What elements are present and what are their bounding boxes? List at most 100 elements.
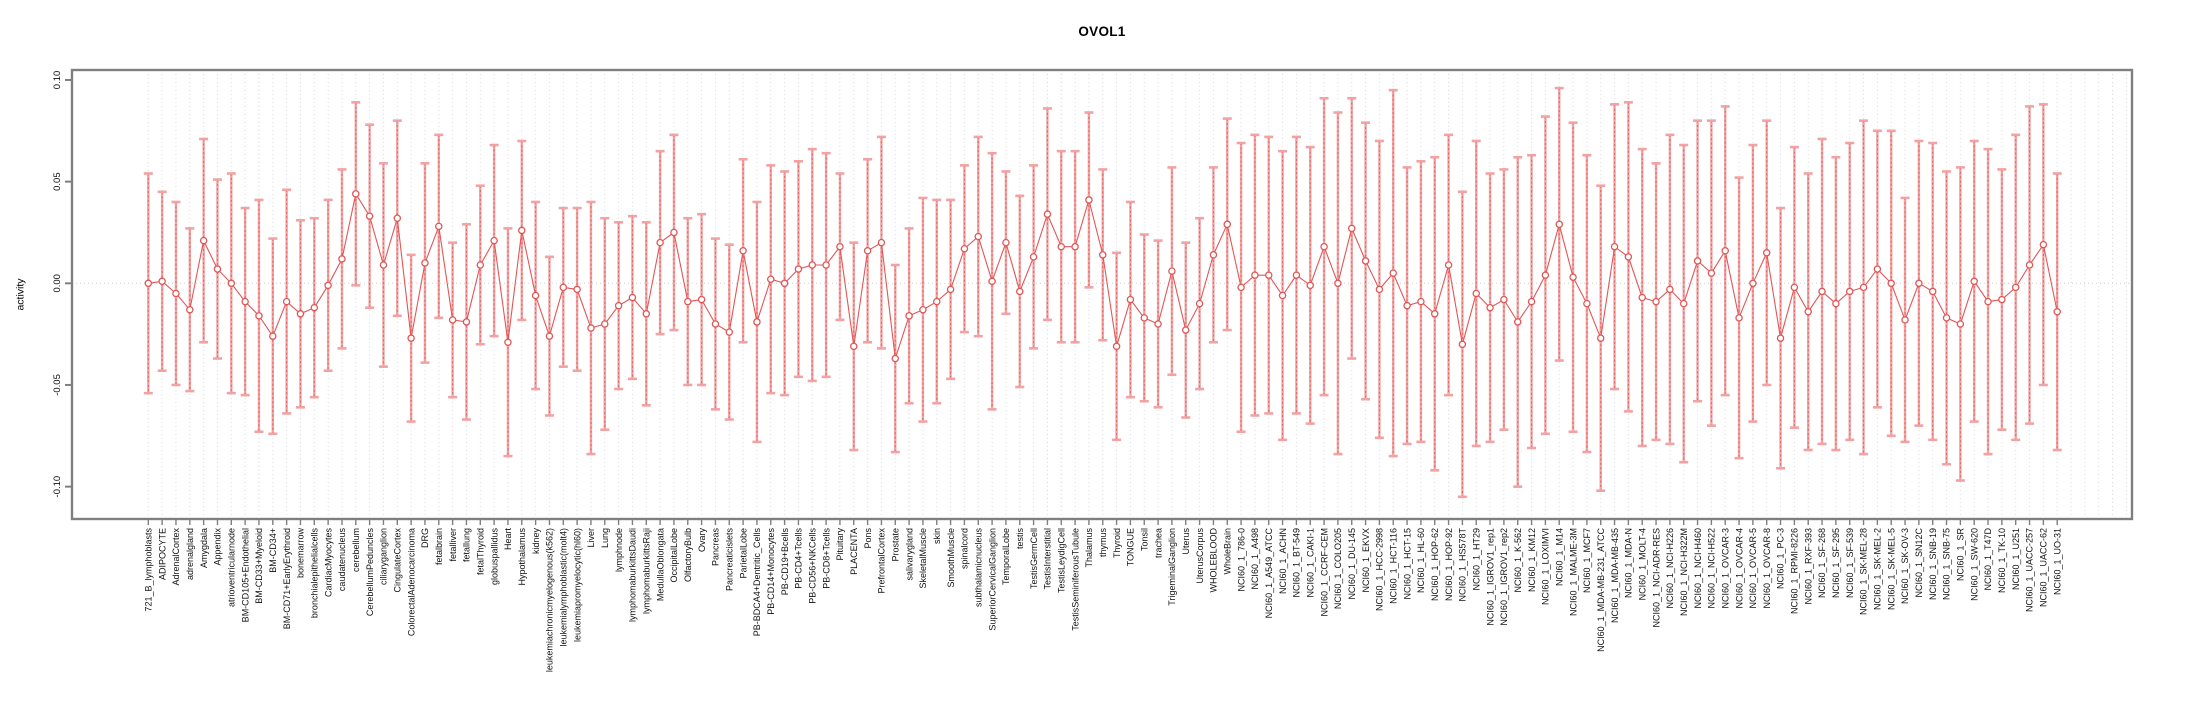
x-tick-label: TestisGermCell (1029, 528, 1039, 589)
data-point (365, 212, 374, 220)
x-tick-label: DRG (420, 528, 430, 548)
x-tick-label: NCI60_1_NCI-H522 (1707, 528, 1717, 609)
x-tick-label: NCI60_1_KM12 (1527, 528, 1537, 592)
x-tick-label: NCI60_1_NCI-H322M (1679, 528, 1689, 616)
x-tick-label: NCI60_1_IGROV1_rep2 (1499, 528, 1509, 626)
x-tick-label: NCI60_1_BT-549 (1292, 528, 1302, 598)
x-tick-label: TONGUE (1126, 528, 1136, 566)
data-point (1790, 283, 1799, 292)
x-tick-label: NCI60_1_RXF-393 (1803, 528, 1813, 605)
data-point (1195, 299, 1204, 308)
x-tick-label: NCI60_1_ACHN (1278, 528, 1288, 594)
data-point (462, 318, 471, 326)
data-point (531, 291, 540, 300)
data-point (1444, 261, 1453, 269)
data-point (1901, 316, 1909, 324)
x-tick-label: Uterus (1181, 528, 1191, 555)
data-point (1334, 279, 1342, 288)
x-tick-label: TestisInterstitial (1043, 528, 1053, 590)
data-point (1085, 196, 1093, 204)
data-point (822, 261, 830, 269)
x-tick-label: NCI60_1_SF-539 (1845, 528, 1855, 598)
x-tick-label: NCI60_1_NCI-ADR-RES (1651, 528, 1661, 628)
x-tick-label: NCI60_1_DU-145 (1347, 528, 1357, 600)
x-tick-label: TestisSeminiferousTubule (1070, 528, 1080, 631)
x-tick-label: caudatenucleus (337, 528, 347, 592)
x-tick-label: SkeletalMuscle (918, 528, 928, 589)
data-point (808, 261, 817, 269)
data-point (559, 283, 568, 292)
x-tick-label: NCI60_1_HOP-62 (1430, 528, 1440, 601)
data-point (767, 275, 775, 283)
x-tick-label: TrigeminalGanglion (1167, 528, 1177, 606)
data-point (158, 277, 166, 286)
x-tick-label: lymphomaburkittsDaudi (628, 528, 638, 622)
data-point (1223, 220, 1231, 229)
data-point (1652, 297, 1660, 306)
data-point (1389, 269, 1397, 277)
x-tick-label: lymphomaburkittsRaji (641, 528, 651, 614)
data-point (1361, 257, 1370, 265)
x-tick-label: Appendix (213, 528, 223, 566)
x-tick-label: NCI60_1_EKVX (1361, 528, 1371, 593)
x-tick-label: cerebellum (351, 528, 361, 572)
data-point (877, 238, 886, 247)
data-point (1251, 271, 1259, 279)
data-point (1126, 295, 1135, 304)
data-point (1430, 310, 1439, 318)
x-tick-label: NCI60_1_RPMI-8226 (1790, 528, 1800, 614)
x-tick-label: NCI60_1_MALME-3M (1568, 528, 1578, 616)
data-point (1264, 271, 1273, 279)
x-tick-label: Pancreas (711, 528, 721, 567)
x-tick-label: OccipitalLobe (669, 528, 679, 583)
data-point (711, 320, 720, 328)
data-point (573, 285, 581, 294)
x-tick-label: globuspallidus (489, 528, 499, 586)
x-tick-label: NCI60_1_NCI-H460 (1693, 528, 1703, 609)
x-tick-label: NCI60_1_IGROV1_rep1 (1485, 528, 1495, 626)
data-point (1057, 242, 1066, 251)
x-tick-label: CerebellumPeduncles (365, 528, 375, 617)
data-point (1832, 299, 1840, 308)
data-point (1099, 251, 1107, 259)
data-point (407, 334, 415, 342)
data-point (1845, 287, 1854, 296)
data-point (1638, 293, 1646, 302)
data-point (1873, 265, 1882, 273)
x-tick-label: PB-CD8+Tcells (821, 528, 831, 589)
data-point (435, 222, 443, 231)
x-tick-label: NCI60_1_CCRF-CEM (1319, 528, 1329, 617)
x-tick-label: Pons (863, 528, 873, 549)
data-point (282, 297, 291, 306)
data-point (1915, 279, 1923, 288)
x-tick-label: NCI60_1_SW-620 (1969, 528, 1979, 601)
data-point (490, 236, 498, 245)
data-point (1112, 342, 1121, 351)
data-point (186, 305, 194, 314)
data-point (614, 301, 623, 310)
data-point (1693, 257, 1702, 265)
data-point (1320, 242, 1328, 251)
x-tick-label: fetalThyroid (475, 528, 485, 575)
x-tick-label: PB-CD19+Bcells (780, 528, 790, 596)
x-tick-label: leukemiachronicmyelogenous(k562) (545, 528, 555, 672)
data-point (1278, 291, 1287, 300)
data-point (1306, 281, 1314, 290)
data-point (213, 265, 222, 273)
y-tick-label: 0.10 (52, 71, 63, 90)
x-tick-label: NCI60_1_T47D (1983, 528, 1993, 591)
data-point (960, 244, 969, 253)
x-tick-label: Thalamus (1084, 528, 1094, 568)
y-tick-label: 0.00 (52, 274, 63, 293)
x-tick-label: Liver (586, 528, 596, 548)
data-point (1002, 238, 1010, 247)
x-tick-label: ciliaryganglion (379, 528, 389, 585)
x-tick-label: BM-CD33+Myeloid (254, 528, 264, 604)
x-tick-label: NCI60_1_SK-MEL-2 (1873, 528, 1883, 610)
data-point (144, 279, 153, 288)
data-point (1140, 314, 1148, 322)
data-point (1707, 269, 1716, 277)
data-point (794, 265, 803, 273)
data-point (601, 320, 609, 328)
x-tick-label: testis (1015, 528, 1025, 550)
